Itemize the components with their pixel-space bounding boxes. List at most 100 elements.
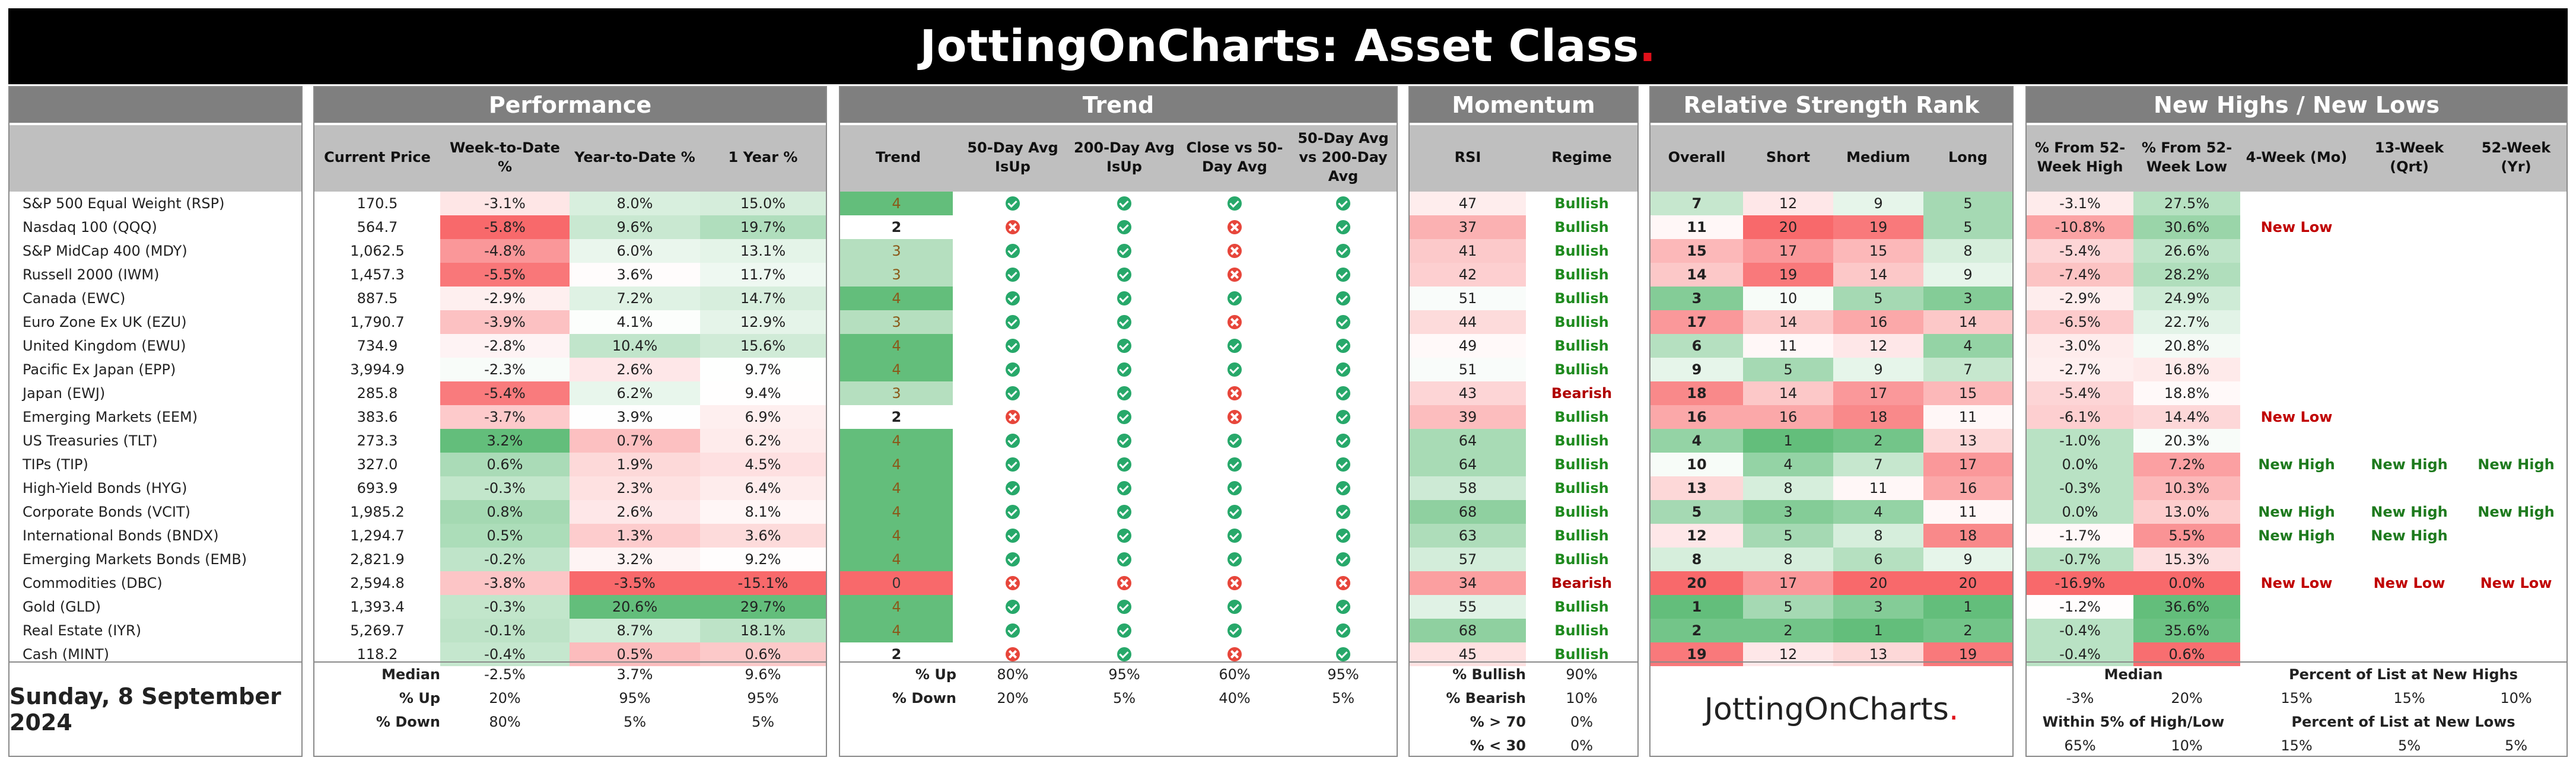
- rsi-value: 55: [1410, 595, 1526, 619]
- check-circle-icon: [1117, 244, 1131, 258]
- new-high-low-flag: [2240, 595, 2353, 619]
- rank-short: 12: [1743, 192, 1833, 215]
- check-circle-icon: [1117, 315, 1131, 329]
- new-high-low-flag: [2466, 263, 2567, 287]
- week-to-date-pct: -5.5%: [440, 263, 570, 287]
- trend-summary-value: 20%: [997, 690, 1029, 706]
- perf-summary-value: 95%: [747, 690, 779, 706]
- rsi-value: 49: [1410, 334, 1526, 358]
- rank-overall: 4: [1650, 429, 1743, 453]
- nhnl-col-header: 4-Week (Mo): [2246, 149, 2348, 166]
- current-price: 118.2: [357, 646, 398, 663]
- one-year-pct: 15.0%: [700, 192, 826, 215]
- trend-signal-a50: [956, 429, 1069, 453]
- rank-short: 11: [1743, 334, 1833, 358]
- current-price: 564.7: [357, 219, 398, 235]
- check-circle-icon: [1336, 220, 1350, 234]
- pct-from-52wk-low: 13.0%: [2133, 500, 2240, 524]
- year-to-date-pct: 3.9%: [570, 405, 700, 429]
- new-high-low-flag: [2466, 429, 2567, 453]
- rank-short: 2: [1743, 619, 1833, 642]
- trend-signal-a50v200: [1290, 192, 1397, 215]
- rank-medium: 14: [1833, 263, 1923, 287]
- check-circle-icon: [1227, 457, 1242, 472]
- rank-medium: 12: [1833, 334, 1923, 358]
- current-price: 693.9: [357, 480, 398, 497]
- check-circle-icon: [1227, 623, 1242, 638]
- trend-signal-a50v200: [1290, 405, 1397, 429]
- pct-from-52wk-high: -3.1%: [2027, 192, 2133, 215]
- trend-signal-a50v200: [1290, 595, 1397, 619]
- new-high-low-flag: [2240, 548, 2353, 571]
- trend-signal-c50: [1179, 500, 1290, 524]
- check-circle-icon: [1117, 362, 1131, 377]
- rank-long: 11: [1923, 405, 2012, 429]
- trend-signal-a50: [956, 524, 1069, 548]
- rank-short: 5: [1743, 524, 1833, 548]
- check-circle-icon: [1227, 339, 1242, 353]
- check-circle-icon: [1117, 552, 1131, 567]
- check-circle-icon: [1227, 434, 1242, 448]
- trend-signal-a200: [1069, 619, 1179, 642]
- trend-score: 0: [840, 571, 953, 595]
- regime-label: Bullish: [1554, 599, 1609, 615]
- current-price: 1,457.3: [350, 266, 405, 283]
- trend-score: 4: [840, 548, 953, 571]
- rank-long: 11: [1923, 500, 2012, 524]
- rank-medium: 19: [1833, 215, 1923, 239]
- check-circle-icon: [1006, 244, 1020, 258]
- pct-from-52wk-low: 5.5%: [2133, 524, 2240, 548]
- regime-label: Bullish: [1554, 480, 1609, 497]
- new-high-low-flag: [2353, 381, 2466, 405]
- asset-name: Canada (EWC): [23, 290, 126, 307]
- rank-overall: 20: [1650, 571, 1743, 595]
- pct-from-52wk-low: 26.6%: [2133, 239, 2240, 263]
- perf-summary-value: 20%: [489, 690, 521, 706]
- rank-overall: 18: [1650, 381, 1743, 405]
- pct-from-52wk-low: 7.2%: [2133, 453, 2240, 476]
- current-price: 327.0: [357, 456, 398, 473]
- regime-label: Bullish: [1554, 409, 1609, 425]
- current-price: 2,594.8: [350, 575, 405, 591]
- momentum-summary-value: 90%: [1566, 666, 1598, 683]
- rank-short: 3: [1743, 500, 1833, 524]
- one-year-pct: 9.7%: [700, 358, 826, 381]
- rank-short: 8: [1743, 476, 1833, 500]
- check-circle-icon: [1336, 505, 1350, 519]
- rank-overall: 15: [1650, 239, 1743, 263]
- year-to-date-pct: 1.3%: [570, 524, 700, 548]
- nhnl-col-header: % From 52-Week Low: [2141, 139, 2232, 175]
- rank-short: 17: [1743, 239, 1833, 263]
- one-year-pct: -15.1%: [700, 571, 826, 595]
- week-to-date-pct: 3.2%: [440, 429, 570, 453]
- rank-long: 5: [1923, 215, 2012, 239]
- rank-overall: 9: [1650, 358, 1743, 381]
- nhnl-header: New Highs / New Lows: [2027, 87, 2567, 123]
- new-high-low-flag: [2466, 334, 2567, 358]
- week-to-date-pct: -0.2%: [440, 548, 570, 571]
- performance-col-header: Current Price: [324, 149, 431, 166]
- new-high-low-flag: New High: [2371, 504, 2448, 520]
- rank-long: 1: [1923, 595, 2012, 619]
- pct-from-52wk-low: 28.2%: [2133, 263, 2240, 287]
- check-circle-icon: [1336, 647, 1350, 661]
- brand-logo-dot: .: [1948, 691, 1959, 727]
- current-price: 3,994.9: [350, 361, 405, 378]
- check-circle-icon: [1006, 552, 1020, 567]
- rank-long: 13: [1923, 429, 2012, 453]
- trend-summary-value: 60%: [1219, 666, 1251, 683]
- rank-overall: 14: [1650, 263, 1743, 287]
- trend-signal-a200: [1069, 215, 1179, 239]
- week-to-date-pct: -3.9%: [440, 310, 570, 334]
- pct-from-52wk-low: 27.5%: [2133, 192, 2240, 215]
- rank-medium: 8: [1833, 524, 1923, 548]
- week-to-date-pct: -0.1%: [440, 619, 570, 642]
- trend-signal-a50: [956, 619, 1069, 642]
- trend-signal-a50: [956, 500, 1069, 524]
- brand-logo-text: JottingOnCharts: [1704, 691, 1949, 727]
- current-price: 1,393.4: [350, 599, 405, 615]
- page-title: JottingOnCharts: Asset Class.: [8, 8, 2568, 84]
- check-circle-icon: [1117, 647, 1131, 661]
- perf-summary-value: 3.7%: [616, 666, 653, 683]
- rank-short: 8: [1743, 548, 1833, 571]
